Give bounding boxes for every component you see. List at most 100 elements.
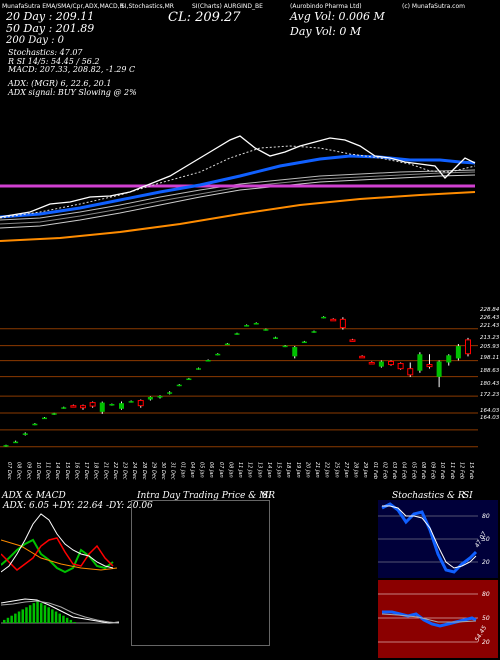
date-tick-label: 09 Feb — [430, 462, 436, 479]
date-tick-label: 14 Jan — [266, 462, 272, 478]
date-tick-label: 05 Feb — [410, 462, 416, 479]
stoch-tick-20: 20 — [482, 559, 490, 566]
candle-body — [128, 401, 134, 403]
macd-histogram-bar — [3, 619, 6, 623]
date-axis: 07 Dec 08 Dec 09 Dec 10 Dec 11 Dec 14 Dec 15 D… — [6, 462, 474, 480]
candle-body — [359, 355, 366, 359]
date-tick-label: 07 Dec — [6, 462, 12, 480]
date-tick-label: 16 Dec — [73, 462, 79, 480]
ema-50-label: 50 Day : 201.89 — [6, 22, 95, 35]
macd-histogram-bar — [10, 615, 13, 623]
sma-long-line-1 — [0, 169, 476, 221]
macd-histogram-bar — [47, 607, 50, 623]
candle-body — [147, 397, 153, 400]
date-tick-label: 22 Dec — [112, 462, 118, 480]
date-tick-label: 29 Jan — [362, 462, 368, 478]
date-tick-label: 04 Jan — [189, 462, 195, 478]
candle-body — [186, 378, 192, 381]
price-tick-label: 213.23 — [480, 335, 500, 341]
date-tick-label: 17 Dec — [83, 462, 89, 480]
candle-body — [292, 347, 298, 357]
candle-body — [446, 355, 452, 363]
macd-histogram-bar — [69, 619, 73, 623]
date-tick-label: 24 Dec — [131, 462, 137, 480]
stochastics-readout: Stochastics: 47.07 — [8, 48, 83, 57]
candle-body — [417, 354, 423, 371]
macd-histogram-bar — [28, 605, 32, 623]
candle-body — [465, 339, 471, 355]
date-tick-label: 10 Dec — [35, 462, 41, 480]
date-tick-label: 25 Jan — [333, 462, 339, 478]
macd-readout: MACD: 207.33, 208.82, -1.29 C — [8, 65, 136, 74]
price-tick-label: 164.03 — [480, 415, 500, 421]
date-tick-label: 11 Dec — [45, 462, 51, 480]
candle-body — [253, 323, 259, 325]
ema-50-line — [0, 154, 476, 219]
intra-panel-suffix: SI — [262, 491, 272, 501]
date-tick-label: 03 Feb — [391, 462, 397, 479]
candle-body — [157, 396, 163, 398]
candle-body — [321, 316, 327, 319]
candle-body — [61, 407, 67, 409]
rsi-line — [382, 610, 477, 628]
rsi-readout: R SI 14/5: 54.45 / 56.2 — [8, 57, 100, 66]
date-tick-label: 18 Jan — [285, 462, 291, 478]
date-tick-label: 04 Feb — [401, 462, 407, 479]
adx-panel-readout: ADX: 6.05 +DY: 22.64 -DY: 20.06 — [3, 501, 153, 511]
candle-body — [378, 361, 384, 367]
date-tick-label: 01 Feb — [372, 462, 378, 479]
candle-body — [388, 360, 394, 366]
header-label-1: MunafaSutra EMA/SMA/Cpr,ADX,MACD,R — [2, 3, 124, 10]
candlestick-chart: 228.84 226.43 221.43 213.23 205.93 198.11 188.… — [0, 307, 500, 448]
macd-signal-line — [1, 600, 119, 624]
candle-body — [244, 325, 250, 327]
candle-body — [32, 423, 38, 426]
rsi-bg — [378, 580, 498, 658]
stochastics-chart: 80 50 20 47.07 — [378, 500, 498, 578]
date-tick-label: 01 Jan — [179, 462, 185, 478]
stoch-panel-title: Stochastics & R — [392, 491, 465, 501]
date-tick-label: 31 Dec — [170, 462, 176, 480]
macd-histogram-bar — [14, 613, 17, 623]
price-tick-label: 228.84 — [480, 307, 500, 313]
candle-body — [22, 433, 28, 435]
date-tick-label: 21 Jan — [314, 462, 320, 478]
avg-vol-label: Avg Vol: 0.006 M — [290, 10, 385, 23]
macd-histogram-bar — [40, 603, 43, 623]
macd-histogram-bar — [32, 603, 36, 623]
price-tick-label: 226.43 — [480, 315, 500, 321]
date-tick-label: 28 Jan — [353, 462, 359, 478]
candle-body — [176, 384, 182, 387]
macd-chart — [1, 598, 119, 624]
macd-histogram-bar — [65, 617, 69, 623]
header-label-4: (Aurobindo Pharma Ltd) — [290, 3, 362, 10]
stoch-k-line — [381, 502, 478, 574]
candle-body — [339, 318, 346, 329]
macd-histogram-bar — [58, 613, 61, 623]
candle-body — [119, 403, 124, 409]
date-tick-label: 05 Jan — [199, 462, 205, 478]
stoch-tick-50: 50 — [482, 536, 490, 543]
candle-body — [301, 341, 307, 344]
date-tick-label: 29 Dec — [150, 462, 156, 480]
date-tick-label: 30 Dec — [160, 462, 166, 480]
adx-chart — [1, 513, 118, 574]
date-tick-label: 08 Feb — [420, 462, 426, 479]
ema-200-line — [0, 191, 476, 242]
candle-body — [436, 361, 442, 377]
macd-histogram-bar — [43, 605, 47, 623]
date-tick-label: 28 Dec — [141, 462, 147, 480]
candle-body — [167, 392, 173, 394]
candle-body — [224, 343, 230, 346]
macd-histogram-bar — [51, 609, 54, 623]
candle-body — [51, 413, 57, 415]
macd-histogram-bar — [6, 617, 10, 623]
date-tick-label: 10 Feb — [439, 462, 445, 479]
candle-body — [263, 329, 269, 331]
candle-body — [273, 337, 278, 339]
rsi-chart: 80 50 20 54.45 — [378, 580, 498, 658]
date-tick-label: 07 Jan — [218, 462, 224, 478]
candle-body — [3, 445, 9, 447]
candle-body — [234, 333, 240, 335]
intra-panel-title: Intra Day Trading Price & MR — [137, 491, 276, 501]
